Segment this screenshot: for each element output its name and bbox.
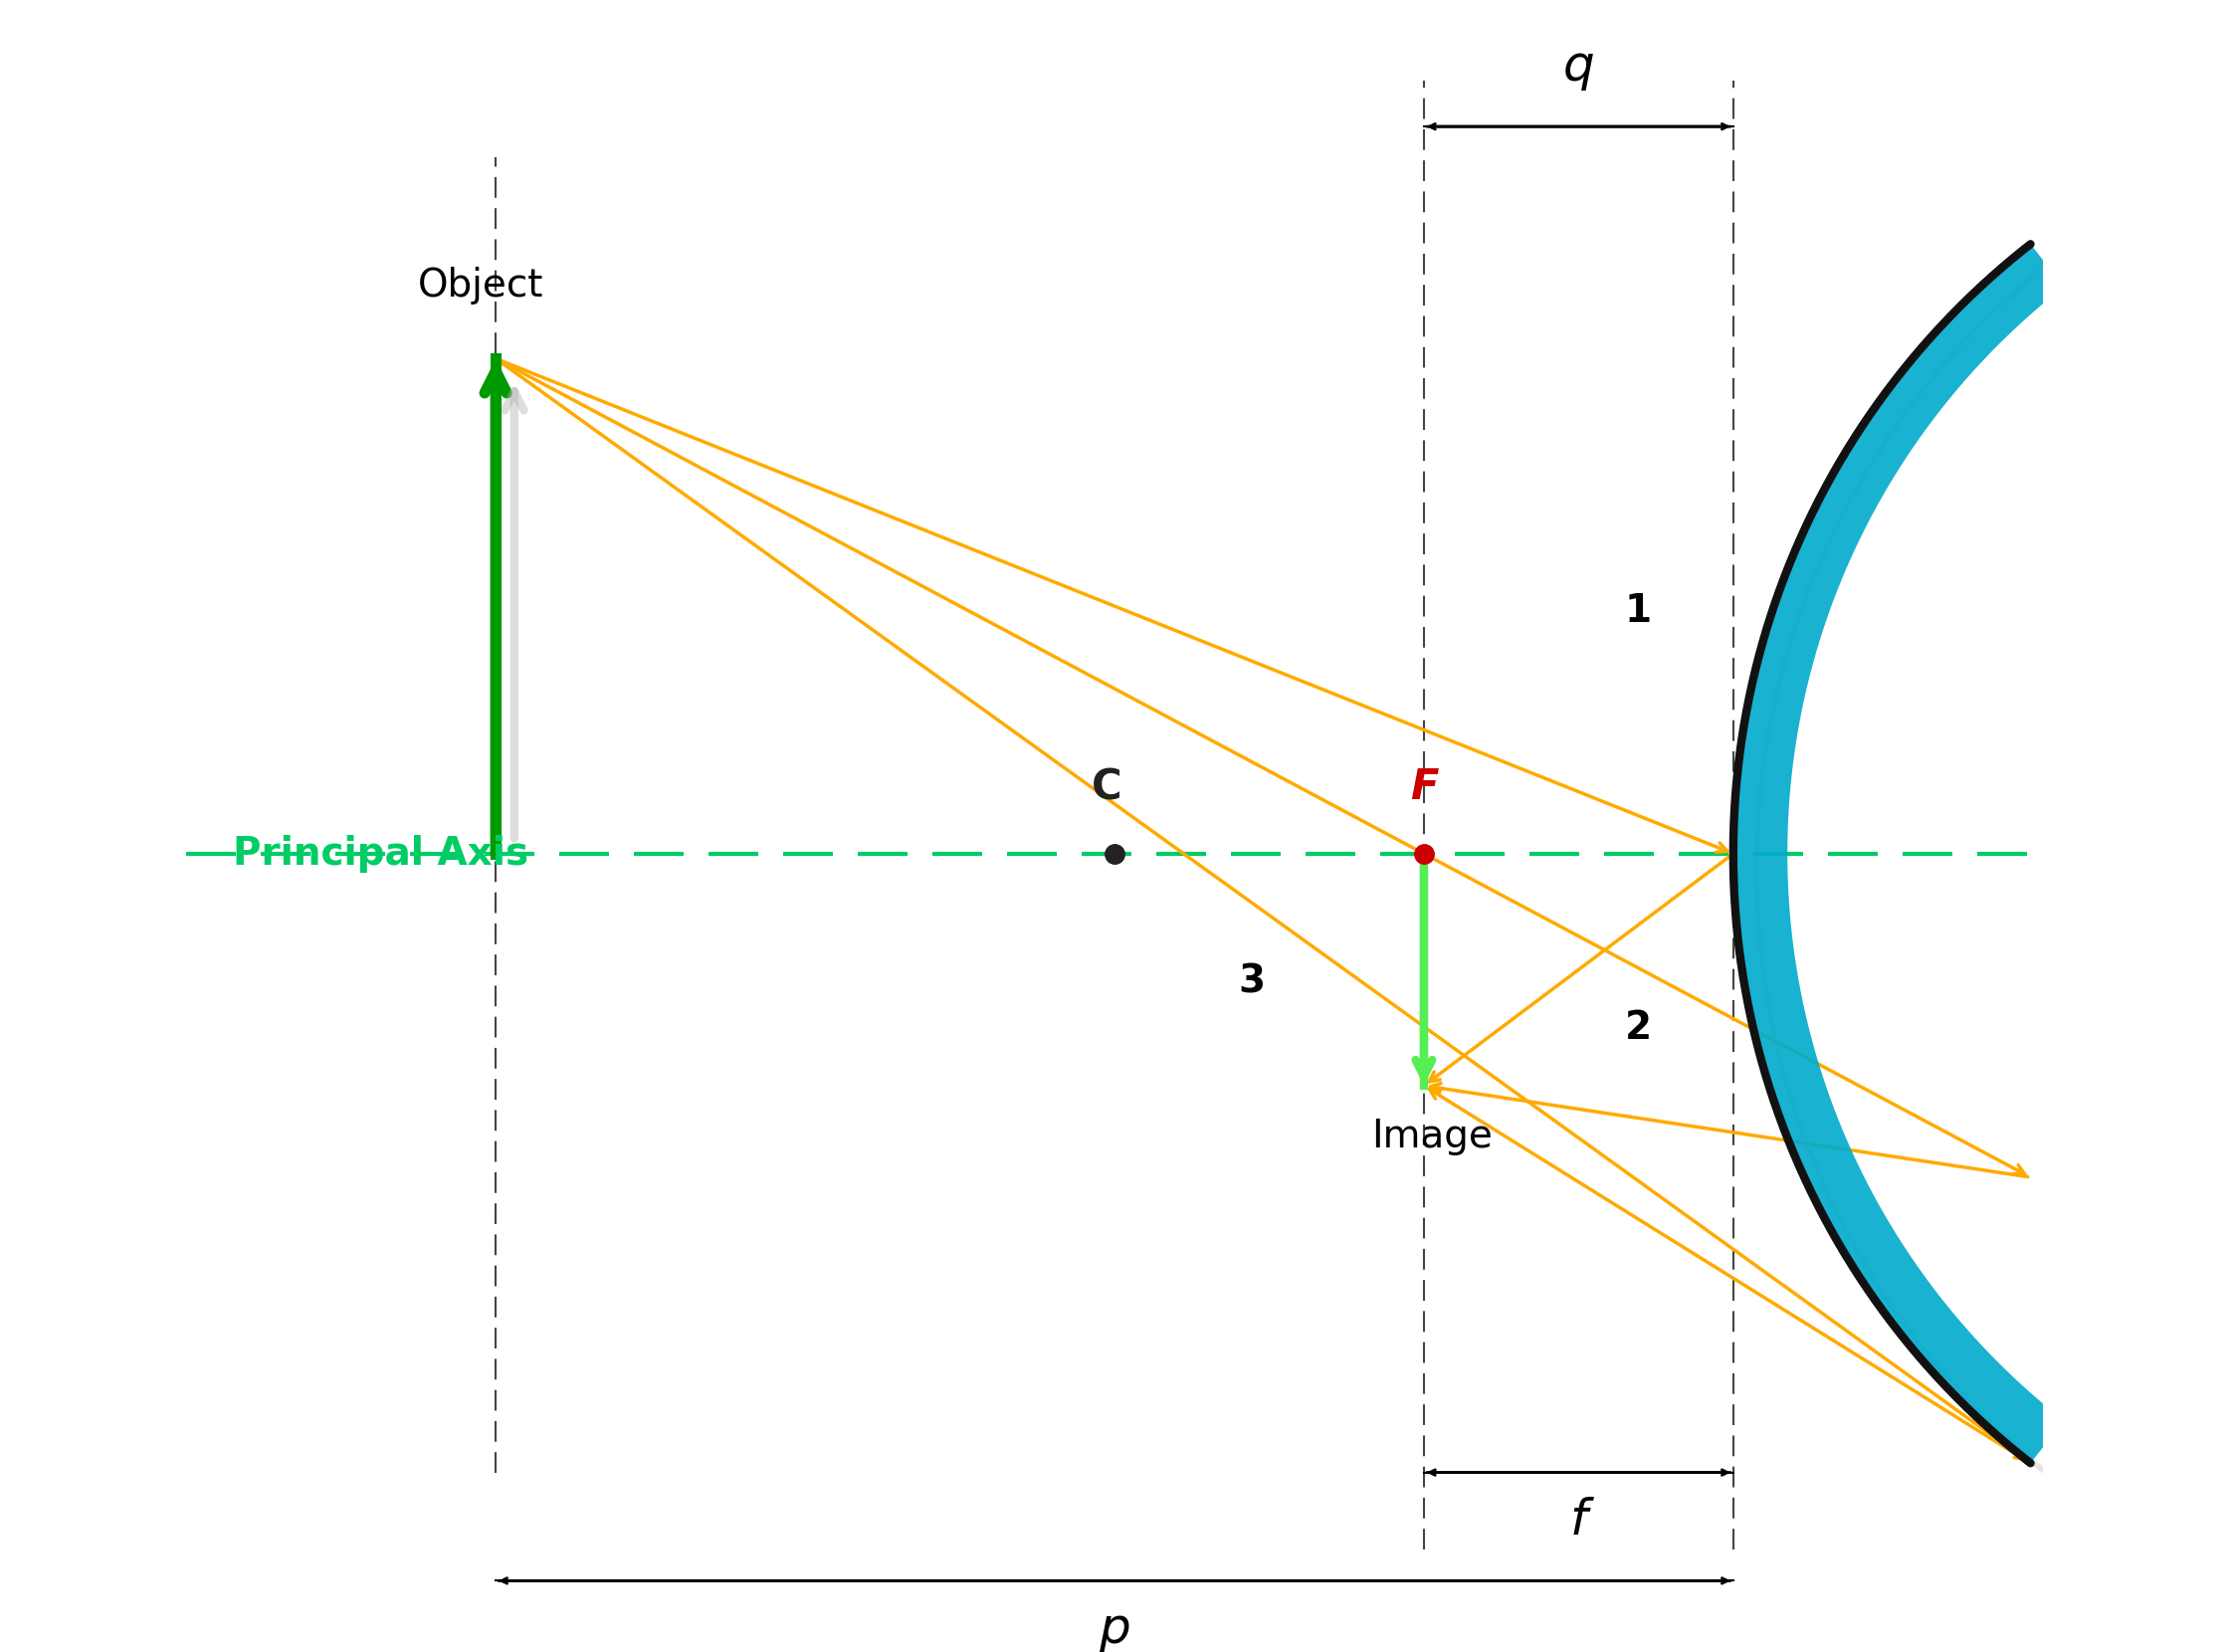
Text: p: p (1099, 1604, 1130, 1652)
Text: Object: Object (417, 268, 544, 304)
Text: F: F (1409, 767, 1438, 808)
Text: 2: 2 (1625, 1009, 1652, 1047)
Text: 1: 1 (1625, 591, 1652, 629)
PathPatch shape (1734, 244, 2064, 1464)
Text: Image: Image (1371, 1118, 1491, 1155)
Text: f: f (1569, 1497, 1587, 1545)
Text: q: q (1563, 43, 1594, 91)
Text: 3: 3 (1239, 963, 1266, 1001)
Text: C: C (1092, 767, 1121, 808)
Text: Principal Axis: Principal Axis (232, 834, 528, 872)
